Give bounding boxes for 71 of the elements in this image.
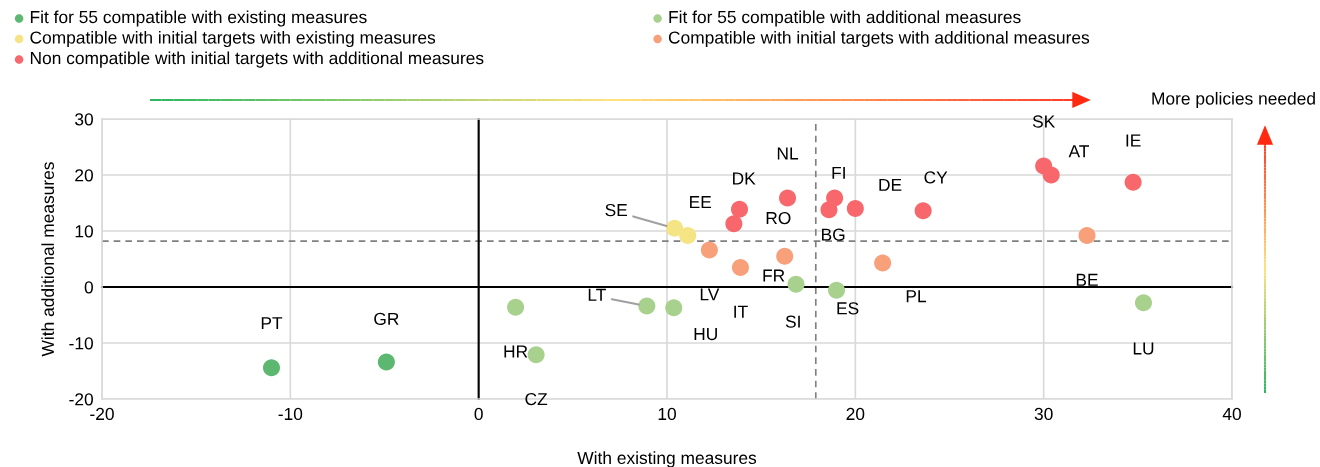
annotation: FI: [832, 166, 845, 179]
legend-label: Compatible with initial targets with additional measures: [668, 30, 1090, 48]
legend-label: Compatible with initial targets with existing measures: [30, 30, 436, 48]
annotation: NL: [777, 147, 799, 160]
point: [1124, 173, 1142, 191]
y-tick-label: 10: [75, 225, 93, 238]
annotation: CY: [924, 171, 948, 184]
text: More policies needed: [1152, 91, 1315, 109]
point: [874, 254, 892, 272]
x-tick-label: -20: [90, 407, 114, 421]
legend-label: Non compatible with initial targets with additional measures: [30, 51, 484, 68]
point: [826, 189, 844, 207]
annotation: BG: [822, 228, 845, 241]
x-tick-label: 20: [846, 407, 865, 421]
annotation: SE: [605, 203, 628, 217]
annotation: PL: [906, 290, 927, 303]
annotation: IE: [1126, 134, 1141, 147]
point: [731, 258, 749, 276]
point: [507, 298, 525, 316]
annotation: LV: [700, 288, 720, 301]
x-tick-label: -10: [278, 407, 303, 421]
annotation: EE: [690, 196, 712, 209]
point: [725, 215, 743, 233]
point: [377, 353, 395, 371]
point: [1042, 166, 1060, 184]
x-tick-label: 40: [1222, 407, 1241, 421]
legend-label: Fit for 55 compatible with additional measures: [669, 10, 1021, 27]
point: [638, 297, 656, 315]
annotation: ES: [837, 302, 859, 315]
annotation: SI: [785, 315, 800, 328]
point: [262, 359, 281, 377]
y-tick-label: 20: [75, 169, 93, 182]
annotation: GR: [374, 312, 399, 326]
point: [1134, 294, 1152, 312]
point: [700, 241, 718, 259]
point: [527, 346, 545, 364]
y-tick-label: -10: [69, 337, 93, 350]
annotation: FR: [763, 269, 785, 282]
annotation: DE: [879, 178, 902, 191]
point: [731, 200, 749, 218]
annotation: SK: [1032, 115, 1056, 128]
y-tick-label: -20: [69, 393, 93, 406]
y-axis-title: With additional measures: [41, 162, 55, 357]
annotation: IT: [734, 305, 748, 318]
x-axis-title: With existing measures: [577, 451, 757, 467]
annotation: DK: [733, 172, 756, 185]
point: [779, 189, 797, 207]
point: [846, 200, 864, 218]
annotation: CZ: [525, 392, 548, 406]
legend-label: Fit for 55 compatible with existing measures: [30, 10, 367, 27]
point: [827, 281, 846, 299]
x-tick-label: 0: [474, 407, 483, 421]
annotation: HR: [504, 345, 528, 358]
x-tick-label: 30: [1034, 407, 1053, 421]
annotation: BE: [1076, 273, 1098, 286]
annotation: AT: [1068, 145, 1090, 158]
point: [679, 226, 697, 244]
annotation: LT: [588, 288, 606, 301]
point: [787, 275, 805, 293]
point: [914, 202, 932, 220]
annotation: PT: [261, 317, 283, 330]
point: [1078, 226, 1096, 244]
annotation: LU: [1133, 342, 1154, 355]
point: [665, 299, 683, 317]
y-tick-label: 0: [84, 281, 93, 294]
y-tick-label: 30: [75, 113, 93, 126]
annotation: RO: [766, 211, 791, 225]
x-tick-label: 10: [658, 407, 676, 421]
annotation: HU: [694, 328, 717, 341]
point: [666, 219, 684, 237]
point: [776, 247, 794, 265]
